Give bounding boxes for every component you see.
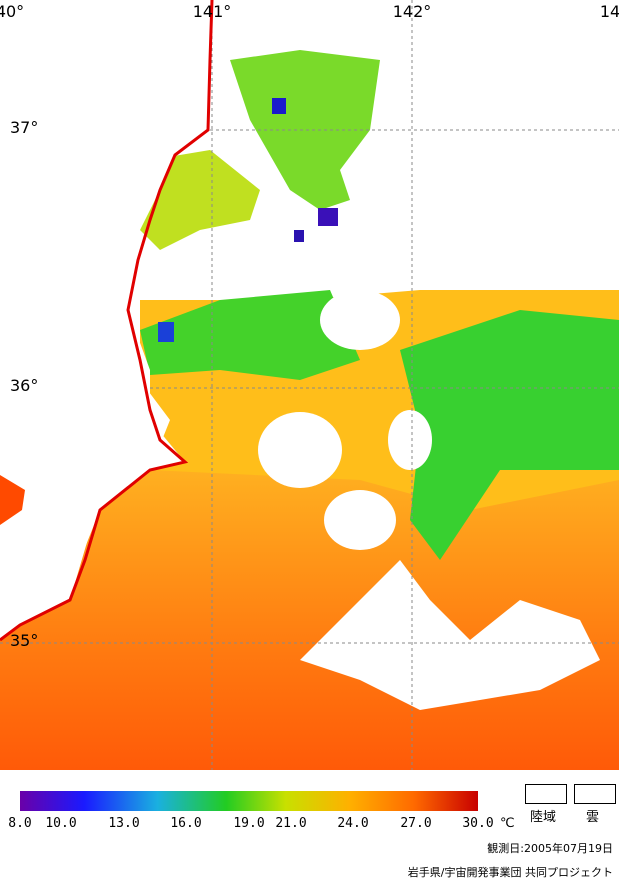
latitude-label: 37° xyxy=(10,118,39,137)
cold-spot xyxy=(272,98,286,114)
cool-water-patch xyxy=(140,290,360,380)
observation-date: 観測日:2005年07月19日 xyxy=(487,842,613,855)
scale-tick-label: 30.0 xyxy=(462,816,494,831)
cool-water-patch xyxy=(230,50,380,210)
credit-text: 岩手県/宇宙開発事業団 共同プロジェクト xyxy=(407,866,613,879)
land-legend-label: 陸域 xyxy=(530,810,557,825)
cloud-area xyxy=(258,412,342,488)
scale-tick-label: 16.0 xyxy=(170,816,202,831)
cold-spot xyxy=(294,230,304,242)
longitude-label: 40° xyxy=(0,2,25,21)
coastline xyxy=(0,0,214,642)
scale-tick-label: 13.0 xyxy=(108,816,140,831)
cloud-legend-label: 雲 xyxy=(586,810,600,825)
sst-map: 40° 141° 142° 14 37° 36° 35° xyxy=(0,0,619,770)
land-legend-swatch xyxy=(525,784,567,804)
land-heat-patch xyxy=(0,475,25,525)
latitude-label: 35° xyxy=(10,631,39,650)
longitude-label: 14 xyxy=(599,2,619,21)
cloud-area xyxy=(300,560,600,710)
land-area xyxy=(0,0,212,640)
longitude-label: 141° xyxy=(192,2,232,21)
sst-map-svg xyxy=(0,0,619,770)
temperature-color-scale xyxy=(20,791,478,811)
latitude-label: 36° xyxy=(10,376,39,395)
cloud-area xyxy=(324,490,396,550)
cool-water-patch xyxy=(140,150,260,250)
cold-spot xyxy=(318,208,338,226)
cool-water-patch xyxy=(400,310,619,560)
scale-tick-label: 10.0 xyxy=(45,816,77,831)
scale-unit: ℃ xyxy=(500,816,515,831)
scale-tick-label: 8.0 xyxy=(8,816,32,831)
scale-tick-label: 21.0 xyxy=(275,816,307,831)
cloud-area xyxy=(388,410,432,470)
scale-tick-label: 27.0 xyxy=(400,816,432,831)
scale-tick-label: 19.0 xyxy=(233,816,265,831)
longitude-label: 142° xyxy=(392,2,432,21)
scale-tick-label: 24.0 xyxy=(337,816,369,831)
cloud-legend-swatch xyxy=(574,784,616,804)
cloud-area xyxy=(320,290,400,350)
cold-spot xyxy=(158,322,174,342)
